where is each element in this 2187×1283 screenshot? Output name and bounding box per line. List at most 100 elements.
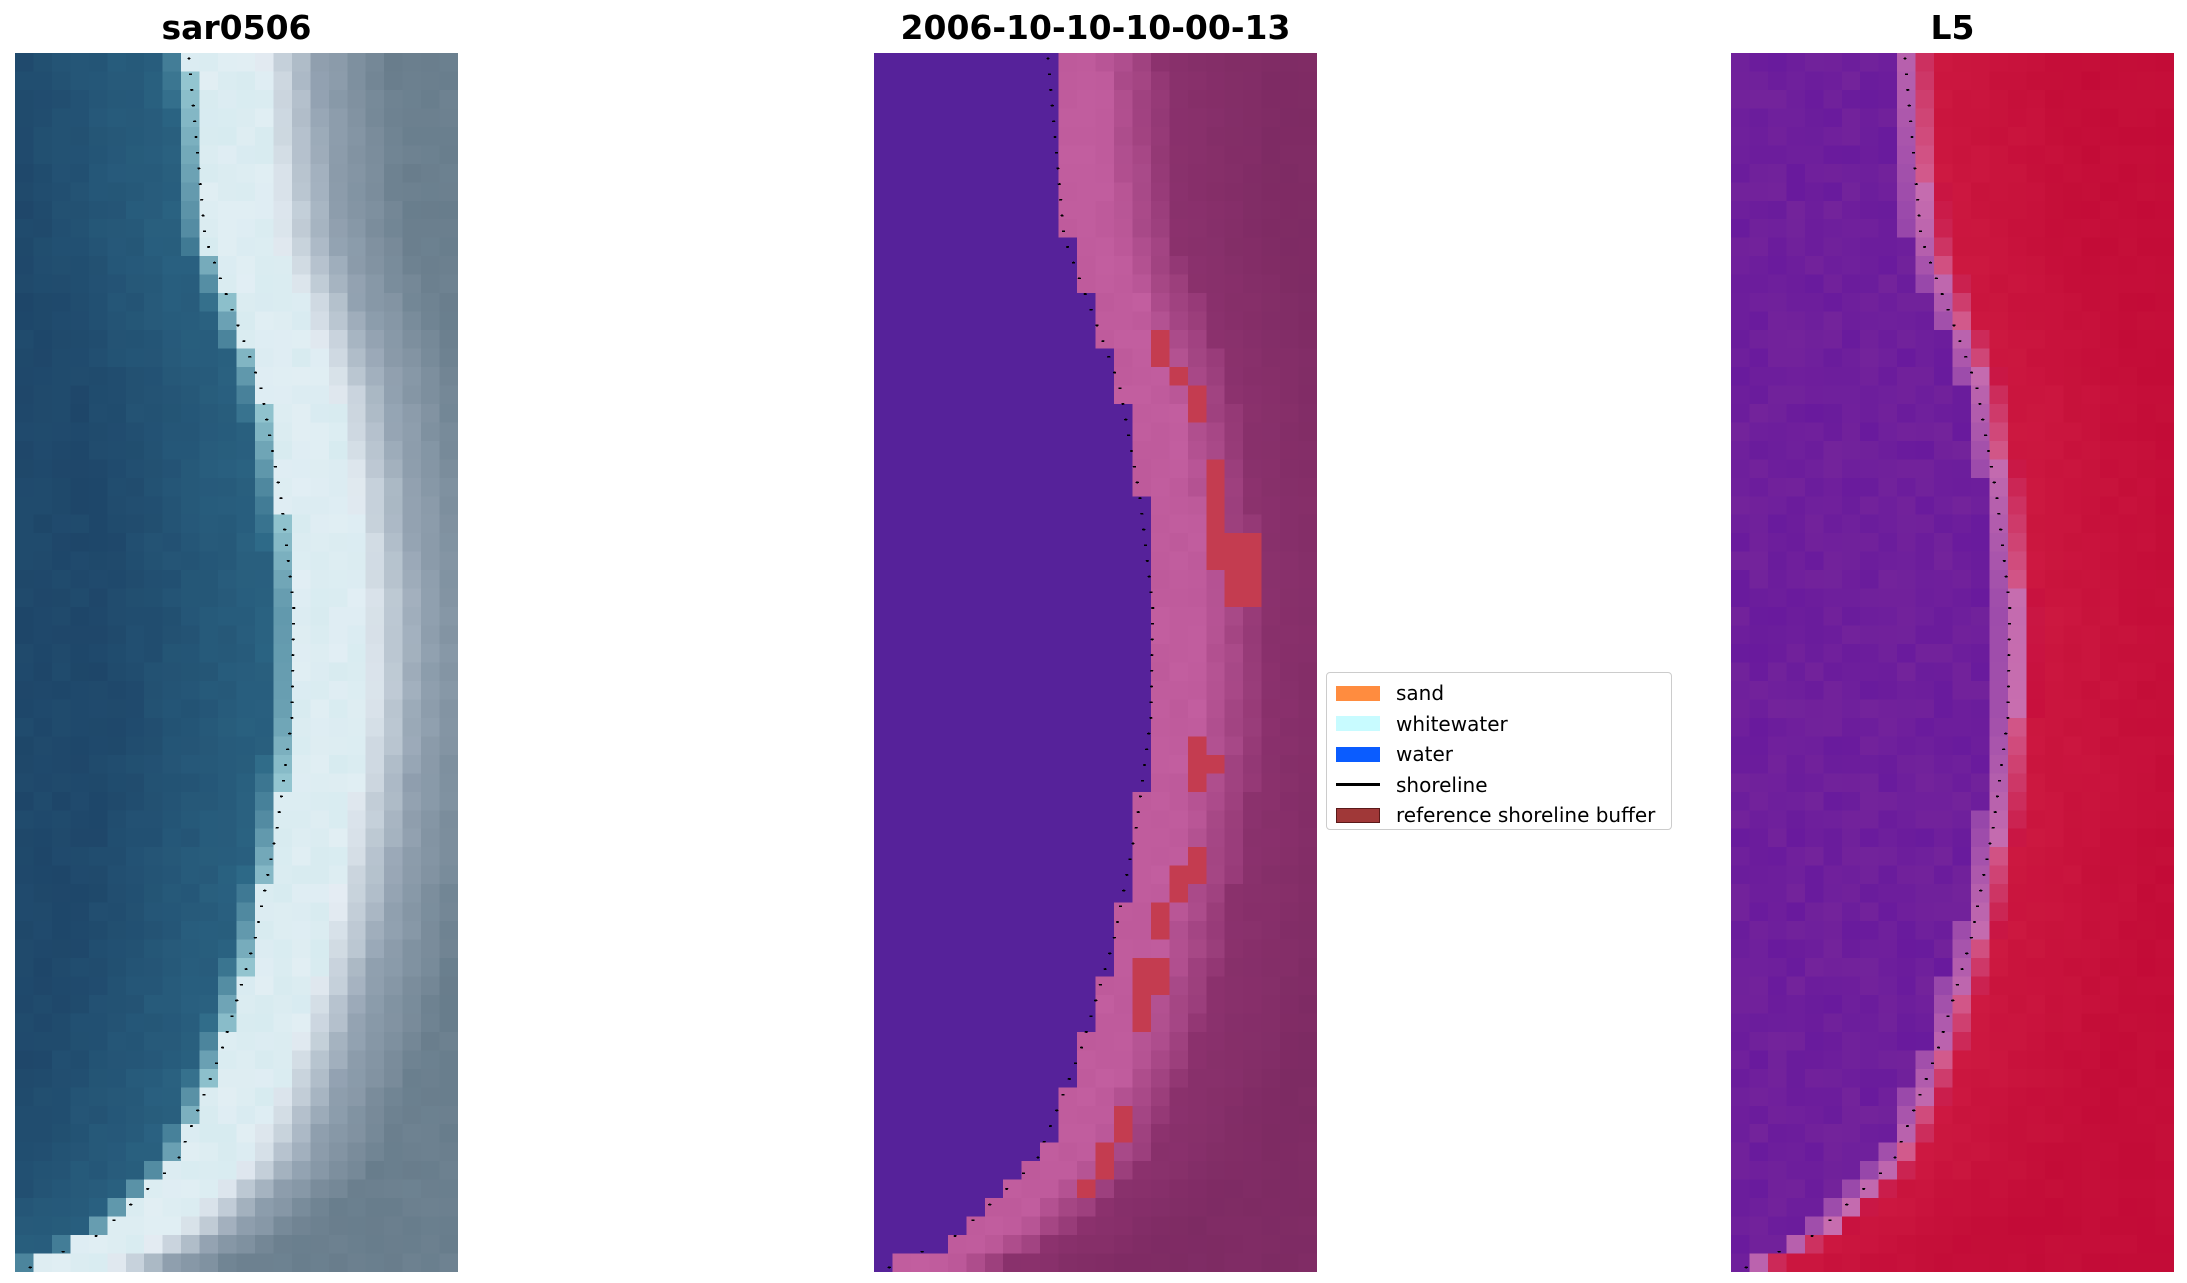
shoreline-dot	[198, 183, 202, 186]
shoreline-dot	[270, 450, 275, 452]
shoreline-dot	[259, 905, 264, 908]
shoreline-dot	[284, 544, 289, 547]
shoreline-dot	[1124, 418, 1128, 421]
shoreline-dot	[253, 936, 257, 939]
shoreline-dot	[1958, 340, 1962, 343]
shoreline-dot	[1150, 638, 1154, 641]
shoreline-dot	[1073, 1062, 1078, 1065]
shoreline-dot	[288, 575, 292, 578]
shoreline-dot	[1893, 1156, 1897, 1159]
shoreline-dot	[1053, 136, 1057, 138]
shoreline-dot	[1989, 465, 1994, 468]
shoreline-dot	[1988, 842, 1992, 845]
shoreline-dot	[197, 167, 201, 170]
legend-label: whitewater	[1396, 711, 1508, 736]
shoreline-dot	[162, 1172, 167, 1175]
shoreline-dot	[1975, 387, 1979, 390]
shoreline-dot	[220, 1046, 225, 1049]
shoreline-dot	[190, 89, 194, 91]
shoreline-dot	[1951, 999, 1955, 1002]
classified-image-panel	[874, 53, 1317, 1272]
shoreline-line-swatch	[1336, 783, 1380, 787]
shoreline-dot	[1983, 434, 1988, 437]
shoreline-dot	[263, 889, 267, 892]
shoreline-dot	[187, 57, 191, 60]
shoreline-dot	[1905, 1125, 1910, 1128]
legend-label: sand	[1396, 681, 1445, 706]
shoreline-dot	[1907, 104, 1911, 107]
panel-title-l5: L5	[1930, 8, 1975, 47]
shoreline-dot	[192, 120, 197, 123]
shoreline-dot	[1145, 559, 1149, 562]
shoreline-dot	[189, 1125, 194, 1128]
shoreline-dot	[2002, 559, 2006, 562]
shoreline-dot	[1055, 1109, 1059, 1112]
shoreline-dot	[1138, 497, 1142, 500]
shoreline-dot	[2006, 716, 2010, 719]
shoreline-dot	[1140, 512, 1144, 515]
shoreline-dot	[286, 559, 290, 562]
shoreline-dot	[281, 512, 285, 515]
legend-label: reference shoreline buffer	[1396, 803, 1656, 828]
shoreline-dot	[291, 654, 295, 657]
shoreline-dot	[971, 1219, 975, 1222]
shoreline-dot	[279, 497, 283, 500]
reference-buffer-swatch	[1336, 807, 1380, 823]
shoreline-dot	[292, 607, 296, 609]
shoreline-dot	[1940, 293, 1944, 295]
shoreline-dot	[2006, 591, 2010, 594]
shoreline-dot	[277, 811, 281, 814]
shoreline-dot	[1924, 1078, 1928, 1080]
shoreline-dot	[1084, 1030, 1088, 1033]
shoreline-dot	[1129, 450, 1134, 452]
shoreline-dot	[1103, 968, 1107, 971]
shoreline-dot	[2007, 622, 2012, 625]
shoreline-dot	[2000, 544, 2005, 547]
shoreline-dot	[1150, 622, 1155, 625]
shoreline-dot	[1999, 528, 2003, 531]
shoreline-dot	[1917, 214, 1921, 217]
shoreline-dot	[1125, 873, 1129, 876]
shoreline-dot	[1049, 89, 1053, 91]
shoreline-dot	[1969, 371, 1974, 374]
shoreline-dot	[1936, 1046, 1941, 1049]
shoreline-dot	[290, 669, 295, 672]
shoreline-dot	[1964, 355, 1968, 358]
panel-title-sar0506: sar0506	[161, 8, 312, 47]
shoreline-dot	[249, 952, 253, 955]
shoreline-dot	[1095, 324, 1099, 327]
shoreline-dot	[1910, 136, 1914, 138]
shoreline-dot	[1108, 952, 1112, 955]
mndwi-image-panel	[1731, 53, 2174, 1272]
shoreline-dot	[1993, 811, 1997, 814]
shoreline-dot	[1142, 764, 1147, 766]
shoreline-dot	[275, 826, 279, 829]
shoreline-dot	[1845, 1203, 1849, 1206]
shoreline-dot	[267, 434, 272, 437]
shoreline-dot	[195, 151, 200, 154]
shoreline-dot	[1810, 1235, 1814, 1237]
shoreline-dot	[1094, 999, 1098, 1002]
shoreline-dot	[94, 1235, 98, 1237]
shoreline-dot	[202, 1093, 206, 1096]
shoreline-dot	[1862, 1187, 1866, 1190]
shoreline-dot	[2008, 607, 2012, 609]
shoreline-dot	[1054, 151, 1059, 154]
shoreline-dot	[1878, 1172, 1883, 1175]
shoreline-dot	[1077, 277, 1082, 280]
shoreline-dot	[1150, 654, 1154, 657]
shoreline-dot	[1744, 1266, 1748, 1269]
shoreline-dot	[1112, 936, 1116, 939]
shoreline-dot	[1135, 481, 1139, 484]
shoreline-dot	[248, 355, 252, 358]
shoreline-dot	[1930, 1062, 1935, 1065]
shoreline-dot	[1101, 340, 1105, 343]
shoreline-dot	[1059, 198, 1063, 201]
shoreline-dot	[194, 136, 198, 138]
shoreline-dot	[1021, 1172, 1026, 1175]
legend-item-reference-buffer: reference shoreline buffer	[1327, 800, 1671, 831]
shoreline-dot	[290, 685, 295, 688]
shoreline-dot	[253, 371, 258, 374]
shoreline-dot	[266, 873, 270, 876]
shoreline-dot	[1051, 120, 1056, 123]
